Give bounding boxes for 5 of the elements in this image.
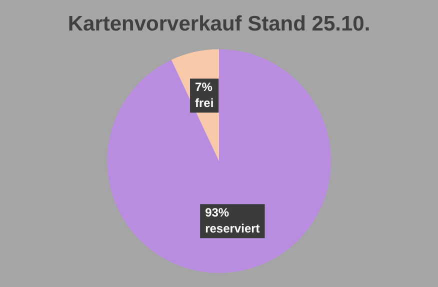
slice-label: reserviert bbox=[205, 221, 260, 236]
chart-title: Kartenvorverkauf Stand 25.10. bbox=[68, 12, 370, 36]
data-label: 7% bbox=[195, 80, 213, 94]
data-label: 93% bbox=[205, 205, 230, 220]
slice-label: frei bbox=[195, 96, 214, 110]
